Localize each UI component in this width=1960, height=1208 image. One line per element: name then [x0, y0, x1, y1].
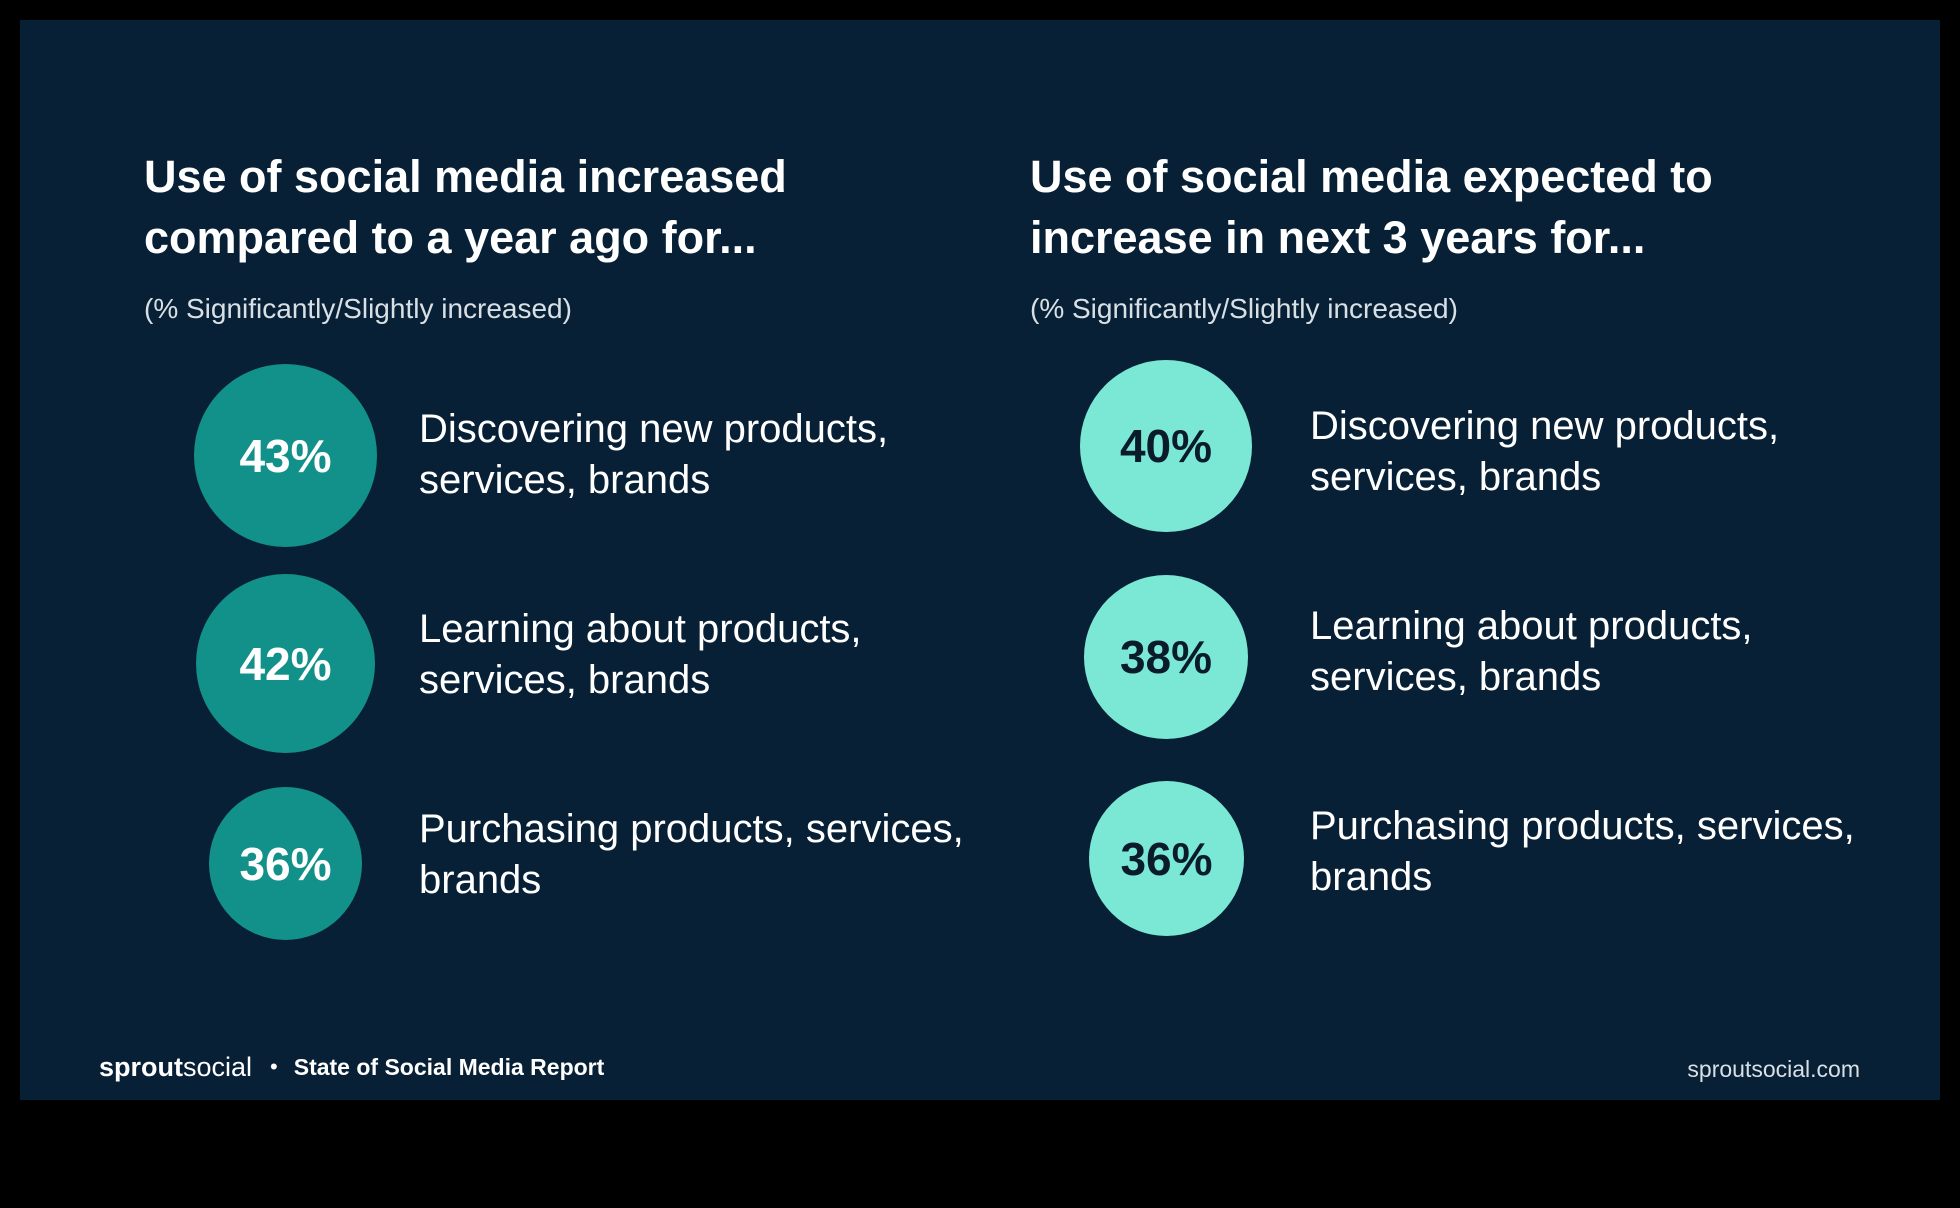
- left-label-learning: Learning about products, services, brand…: [419, 607, 862, 702]
- left-label-purchasing: Purchasing products, services, brands: [419, 807, 964, 902]
- left-label-discovering: Discovering new products, services, bran…: [419, 407, 889, 502]
- right-label-purchasing: Purchasing products, services, brands: [1310, 804, 1855, 899]
- left-bubble-purchasing: 36%: [209, 787, 362, 940]
- left-bubble-discovering: 43%: [194, 364, 377, 547]
- left-bubble-learning: 42%: [196, 574, 375, 753]
- footer-separator: •: [270, 1054, 278, 1079]
- left-chart-title: Use of social media increased compared t…: [144, 151, 787, 263]
- left-value-discovering: 43%: [239, 429, 332, 482]
- right-bubble-purchasing: 36%: [1089, 781, 1244, 936]
- right-bubble-discovering: 40%: [1080, 360, 1252, 532]
- right-label-learning: Learning about products, services, brand…: [1310, 604, 1753, 699]
- footer-brand: sprout social • State of Social Media Rep…: [99, 1050, 604, 1084]
- left-value-learning: 42%: [239, 637, 332, 690]
- left-value-purchasing: 36%: [239, 837, 332, 890]
- right-chart-subtitle: (% Significantly/Slightly increased): [1030, 293, 1458, 324]
- right-bubble-learning: 38%: [1084, 575, 1248, 739]
- footer-website: sproutsocial.com: [1687, 1056, 1860, 1082]
- right-value-learning: 38%: [1119, 631, 1213, 683]
- left-chart-subtitle: (% Significantly/Slightly increased): [144, 293, 572, 324]
- right-label-discovering: Discovering new products, services, bran…: [1310, 404, 1780, 499]
- infographic-panel: Use of social media increased compared t…: [20, 20, 1940, 1100]
- sprout-logo-bold: sprout: [99, 1052, 183, 1082]
- right-chart-title: Use of social media expected to increase…: [1030, 151, 1713, 263]
- sprout-logo-light: social: [183, 1052, 253, 1082]
- report-title: State of Social Media Report: [293, 1054, 605, 1080]
- right-value-purchasing: 36%: [1120, 832, 1213, 885]
- right-value-discovering: 40%: [1119, 420, 1213, 472]
